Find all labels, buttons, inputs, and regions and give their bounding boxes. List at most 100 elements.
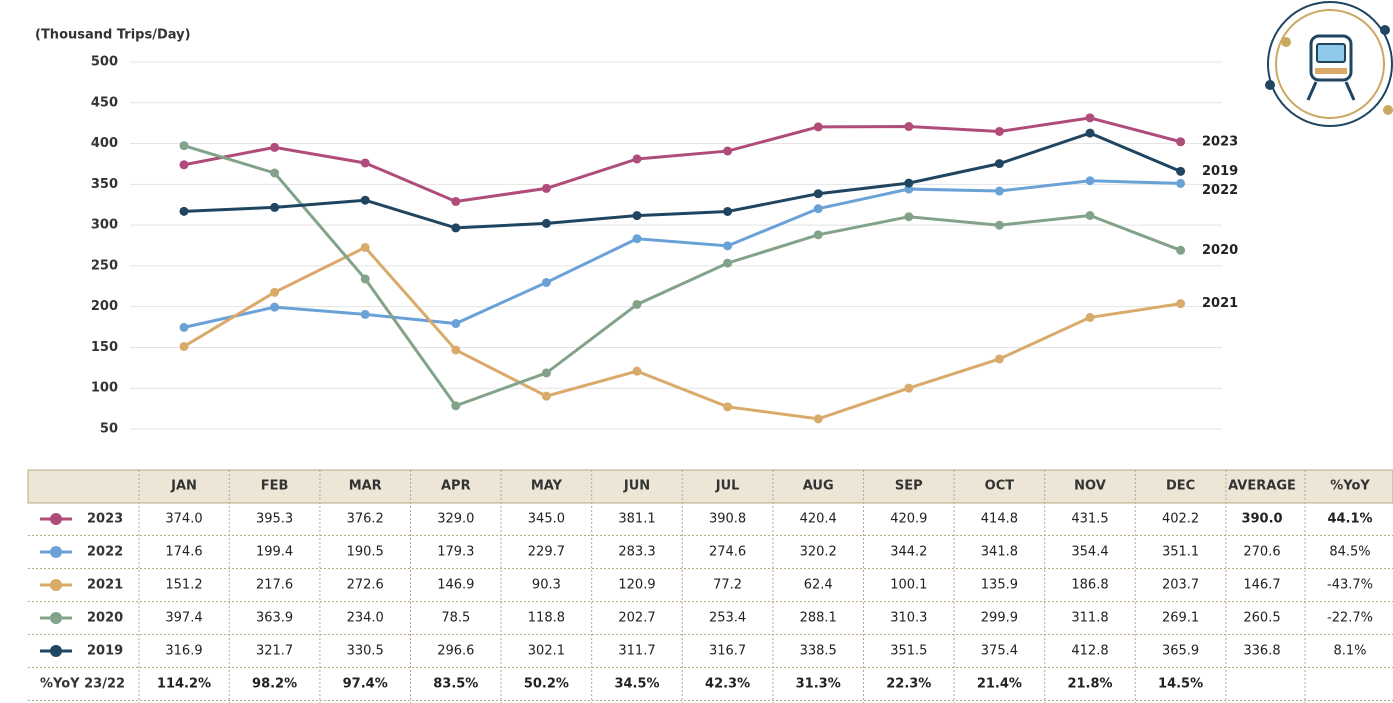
train-icon xyxy=(1265,1,1393,127)
table-cell: 260.5 xyxy=(1243,611,1280,626)
table-header: OCT xyxy=(985,479,1015,494)
table-cell: 135.9 xyxy=(981,578,1018,593)
y-tick-label: 150 xyxy=(91,340,118,355)
point xyxy=(904,383,914,393)
table-cell: 77.2 xyxy=(713,578,742,593)
point xyxy=(1085,312,1095,322)
series-line xyxy=(183,144,1182,408)
table-cell: 341.8 xyxy=(981,545,1018,560)
table-cell: 21.4% xyxy=(977,677,1022,692)
table-cell: 34.5% xyxy=(614,677,659,692)
table-header: MAR xyxy=(349,479,382,494)
point xyxy=(1176,178,1186,188)
y-tick-label: 350 xyxy=(91,177,118,192)
point xyxy=(723,402,733,412)
point xyxy=(451,345,461,355)
series-end-label: 2020 xyxy=(1202,243,1238,258)
point xyxy=(541,277,551,287)
point xyxy=(1085,176,1095,186)
series-line xyxy=(183,179,1181,329)
table-header: JUL xyxy=(715,479,740,494)
table-cell: 83.5% xyxy=(433,677,478,692)
point xyxy=(451,196,461,206)
table-cell: 302.1 xyxy=(528,644,565,659)
table-cell: 50.2% xyxy=(524,677,569,692)
table-cell: 395.3 xyxy=(256,512,293,527)
table-cell: 316.7 xyxy=(709,644,746,659)
point xyxy=(1085,210,1095,220)
table-cell: 351.1 xyxy=(1162,545,1199,560)
y-tick-label: 500 xyxy=(91,55,118,70)
table-header: AVERAGE xyxy=(1228,479,1296,494)
table-cell: 354.4 xyxy=(1071,545,1108,560)
table-cell: 31.3% xyxy=(796,677,841,692)
y-tick-label: 200 xyxy=(91,299,118,314)
y-tick-label: 450 xyxy=(91,95,118,110)
table-cell: 114.2% xyxy=(157,677,211,692)
table-cell: 365.9 xyxy=(1162,644,1199,659)
point xyxy=(451,223,461,233)
table-cell: 272.6 xyxy=(347,578,384,593)
table-header: %YoY xyxy=(1330,479,1370,494)
table-cell: 381.1 xyxy=(618,512,655,527)
table-cell: 336.8 xyxy=(1243,644,1280,659)
y-axis-label: (Thousand Trips/Day) xyxy=(35,28,191,43)
point xyxy=(360,158,370,168)
point xyxy=(632,234,642,244)
point xyxy=(994,354,1004,364)
point xyxy=(179,206,189,216)
table-cell: 397.4 xyxy=(165,611,202,626)
table-header: NOV xyxy=(1074,479,1106,494)
table-cell: 217.6 xyxy=(256,578,293,593)
point xyxy=(813,204,823,214)
legend-label: 2020 xyxy=(87,611,123,626)
table-cell: 229.7 xyxy=(528,545,565,560)
point xyxy=(632,154,642,164)
point xyxy=(1176,245,1186,255)
table-cell: 97.4% xyxy=(343,677,388,692)
table-cell: 316.9 xyxy=(165,644,202,659)
point xyxy=(360,309,370,319)
table-cell: 146.9 xyxy=(437,578,474,593)
table-cell: 321.7 xyxy=(256,644,293,659)
point xyxy=(632,211,642,221)
point xyxy=(360,195,370,205)
table-cell: -22.7% xyxy=(1327,611,1373,626)
legend-dot xyxy=(50,579,62,591)
legend-label: 2019 xyxy=(87,644,123,659)
series-end-label: 2023 xyxy=(1202,134,1238,149)
point xyxy=(270,287,280,297)
point xyxy=(179,322,189,332)
table-cell: 179.3 xyxy=(437,545,474,560)
legend-dot xyxy=(50,513,62,525)
point xyxy=(451,401,461,411)
table-cell: 338.5 xyxy=(800,644,837,659)
table-bg xyxy=(28,470,1393,703)
legend-label: 2023 xyxy=(87,512,123,527)
table-cell: 420.9 xyxy=(890,512,927,527)
point xyxy=(270,202,280,212)
table-cell: 151.2 xyxy=(165,578,202,593)
table-cell: 390.8 xyxy=(709,512,746,527)
table-cell: 390.0 xyxy=(1241,512,1282,527)
point xyxy=(179,141,189,151)
point xyxy=(994,186,1004,196)
point xyxy=(360,242,370,252)
point xyxy=(1085,113,1095,123)
table-cell: 21.8% xyxy=(1067,677,1112,692)
table-cell: 311.8 xyxy=(1071,611,1108,626)
point xyxy=(360,274,370,284)
table-cell: 375.4 xyxy=(981,644,1018,659)
table-cell: 269.1 xyxy=(1162,611,1199,626)
point xyxy=(179,160,189,170)
table-cell: 199.4 xyxy=(256,545,293,560)
point xyxy=(451,319,461,329)
point xyxy=(904,212,914,222)
table-cell: 22.3% xyxy=(886,677,931,692)
point xyxy=(541,218,551,228)
table-cell: 186.8 xyxy=(1071,578,1108,593)
table-header: JUN xyxy=(623,479,650,494)
point xyxy=(813,122,823,132)
table-cell: 330.5 xyxy=(347,644,384,659)
